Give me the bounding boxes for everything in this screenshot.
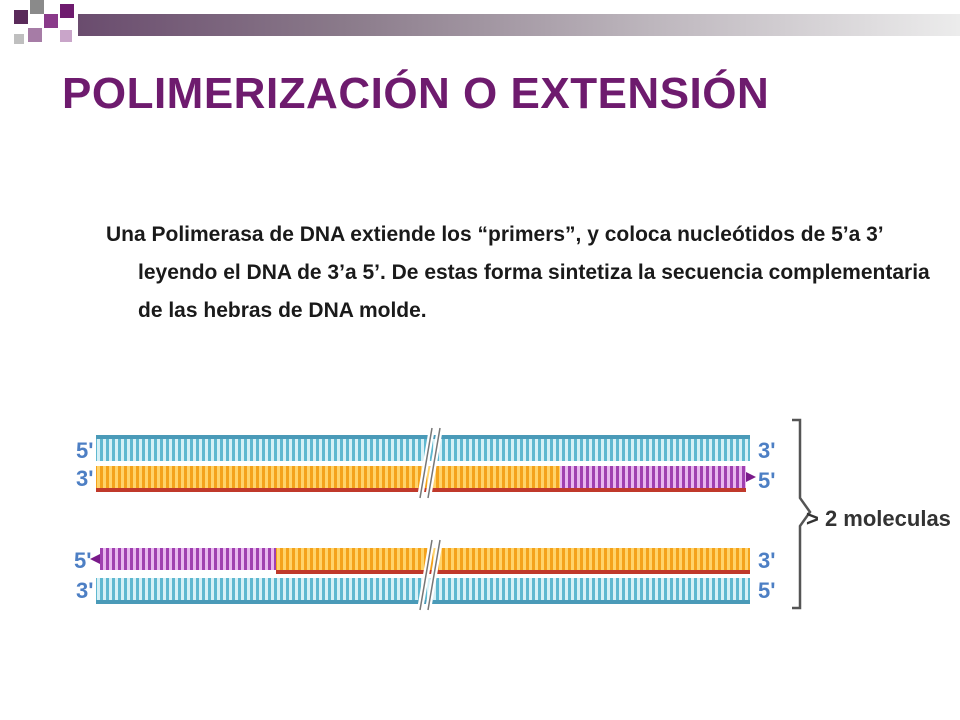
deco-square xyxy=(14,10,28,24)
deco-square xyxy=(60,30,72,42)
label-3prime: 3' xyxy=(76,578,93,603)
primer-strand xyxy=(96,466,560,488)
label-5prime: 5' xyxy=(76,438,93,463)
header-gradient-bar xyxy=(78,14,960,36)
label-5prime: 5' xyxy=(758,468,775,493)
deco-square xyxy=(60,4,74,18)
template-strand xyxy=(96,439,750,461)
deco-square xyxy=(30,0,44,14)
molecule-2: 5' 3' 3' 5' xyxy=(74,539,775,611)
primer-strand xyxy=(276,548,750,570)
dna-diagram: 5' 3' 3' 5' 5' 3' 3' 5' > 2 moleculas xyxy=(74,418,950,611)
slide-body-text: Una Polimerasa de DNA extiende los “prim… xyxy=(106,223,930,322)
pcr-extension-figure: 5' 3' 3' 5' 5' 3' 3' 5' > 2 moleculas xyxy=(70,400,950,630)
label-5prime: 5' xyxy=(74,548,91,573)
header-decoration xyxy=(0,0,960,60)
deco-square xyxy=(28,28,42,42)
template-strand-backbone xyxy=(96,435,750,439)
molecule-1: 5' 3' 3' 5' xyxy=(76,427,775,499)
label-3prime: 3' xyxy=(76,466,93,491)
label-3prime: 3' xyxy=(758,548,775,573)
new-strand-arrow xyxy=(90,554,100,564)
new-strand xyxy=(100,548,276,570)
deco-square xyxy=(44,14,58,28)
new-strand-arrow xyxy=(746,472,756,482)
bracket-label: > 2 moleculas xyxy=(806,506,950,531)
deco-square xyxy=(14,34,24,44)
label-3prime: 3' xyxy=(758,438,775,463)
strand-backbone xyxy=(276,570,750,574)
molecules-bracket xyxy=(792,418,812,610)
label-5prime: 5' xyxy=(758,578,775,603)
slide-title: POLIMERIZACIÓN O EXTENSIÓN xyxy=(62,69,770,118)
new-strand xyxy=(560,466,746,488)
